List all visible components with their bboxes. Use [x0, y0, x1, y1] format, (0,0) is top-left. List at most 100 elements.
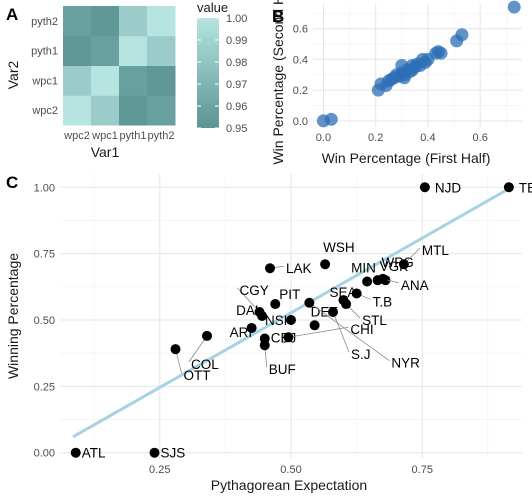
heatmap-y-ticks: wpc2 wpc1 pyth1 pyth2 — [31, 16, 58, 117]
legend-break-label: 0.98 — [226, 57, 247, 69]
team-label-cgy: CGY — [240, 283, 269, 298]
legend-break-label: 0.95 — [226, 123, 247, 135]
heatmap-y-tick-label: pyth1 — [31, 46, 58, 58]
team-label-sj: S.J — [351, 347, 371, 362]
panel-b-y-axis-label: Win Percentage (Second Half) — [270, 0, 286, 165]
data-point-nsh — [286, 314, 296, 325]
heatmap-cells — [63, 6, 176, 126]
y-tick-label: 0.25 — [34, 381, 55, 393]
panel-b-x-axis-label: Win Percentage (First Half) — [322, 150, 491, 166]
scatter-point — [371, 83, 385, 97]
panel-label-a: A — [6, 5, 18, 24]
team-label-ari: ARI — [230, 325, 253, 340]
scatter-point — [324, 112, 338, 126]
team-label-vgk: VGK — [380, 259, 409, 274]
heatmap-cell — [147, 65, 176, 96]
panel-c-plot: 0.25 0.50 0.75 0.00 0.25 0.50 0.75 1.00 ATL SJS NJ… — [34, 174, 532, 476]
scatter-point — [507, 0, 521, 14]
label-leader-line — [188, 335, 208, 363]
label-leader-line — [288, 326, 349, 338]
y-tick-label: 0.75 — [34, 249, 55, 261]
team-label-pit: PIT — [279, 287, 300, 302]
y-tick-label: 0.50 — [34, 315, 55, 327]
data-point-min — [362, 276, 373, 287]
x-tick-label: 0.2 — [368, 132, 383, 144]
y-tick-label: 0.0 — [293, 116, 308, 128]
x-tick-label: 0.50 — [280, 464, 301, 476]
heatmap-legend-colorbar — [197, 18, 219, 128]
data-point-tb — [351, 288, 362, 299]
data-point-wsh — [320, 259, 331, 270]
legend-break-label: 0.96 — [226, 101, 247, 113]
data-point-njd — [419, 182, 430, 193]
legend-break-label: 1.00 — [226, 13, 247, 25]
y-tick-label: 0.4 — [293, 54, 308, 66]
heatmap-x-tick-label: pyth1 — [120, 130, 147, 142]
team-label-mtl: MTL — [422, 243, 449, 258]
team-label-nyr: NYR — [391, 356, 420, 371]
team-label-buf: BUF — [269, 362, 296, 377]
scatter-point — [405, 63, 419, 77]
data-point-chi — [283, 332, 294, 343]
data-point-lak — [265, 263, 275, 274]
heatmap-cell — [147, 6, 176, 37]
label-leader-line — [332, 311, 350, 353]
team-label-njd: NJD — [435, 180, 461, 195]
scatter-point — [431, 45, 445, 59]
regression-line — [72, 185, 513, 439]
y-tick-label: 0.00 — [34, 448, 55, 460]
heatmap-cell — [63, 6, 92, 37]
x-tick-label: 0.75 — [412, 464, 433, 476]
team-label-nsh: NSH — [265, 313, 294, 328]
heatmap-cell — [119, 65, 148, 96]
team-label-stl: STL — [362, 313, 387, 328]
data-point-stl — [341, 299, 352, 310]
heatmap-cell — [63, 35, 92, 66]
heatmap-x-axis-label: Var1 — [91, 144, 120, 160]
scatter-point — [395, 59, 409, 72]
data-point-sj — [328, 307, 338, 318]
x-tick-label: 0.25 — [149, 464, 170, 476]
label-leader-line — [309, 302, 390, 362]
heatmap-x-tick-label: wpc1 — [91, 130, 118, 142]
heatmap-cell — [119, 95, 148, 126]
data-point-col — [202, 330, 212, 341]
x-tick-label: 0.6 — [473, 132, 488, 144]
heatmap-cell — [91, 95, 120, 126]
x-tick-label: 0.4 — [420, 132, 435, 144]
label-leader-line — [237, 287, 260, 313]
y-tick-label: 1.00 — [34, 182, 55, 194]
y-tick-label: 0.6 — [293, 24, 308, 36]
legend-break-label: 0.99 — [226, 35, 247, 47]
heatmap-cell — [147, 35, 176, 66]
team-label-atl: ATL — [82, 446, 106, 461]
team-label-sea: SEA — [330, 285, 357, 300]
x-tick-label: 0.0 — [316, 132, 331, 144]
team-label-col: COL — [191, 357, 219, 372]
data-point-ari — [246, 322, 257, 333]
data-point-sjs — [149, 447, 160, 458]
team-label-tb: T.B — [373, 294, 393, 309]
heatmap-cell — [63, 95, 92, 126]
panel-c-x-axis-label: Pythagorean Expectation — [211, 477, 367, 493]
scatter-point — [450, 34, 464, 48]
panel-label-b: B — [272, 7, 284, 26]
data-point-mtl — [398, 259, 409, 270]
heatmap-x-ticks: wpc2 wpc1 pyth1 pyth2 — [63, 130, 174, 142]
heatmap-cell — [147, 95, 176, 126]
heatmap-legend: value 1.00 0.99 0.98 0.97 0.96 0.95 — [197, 0, 247, 135]
legend-break-label: 0.97 — [226, 79, 247, 91]
heatmap-y-tick-label: wpc1 — [31, 75, 58, 87]
data-point-ana — [377, 273, 388, 284]
heatmap-cell — [63, 65, 92, 96]
team-label-ana: ANA — [401, 278, 429, 293]
team-label-tbl: TBL — [519, 180, 532, 195]
panel-c-y-axis-label: Winning Percentage — [5, 253, 21, 379]
heatmap-x-tick-label: pyth2 — [148, 130, 175, 142]
data-point-det — [309, 320, 320, 331]
heatmap-y-tick-label: pyth2 — [31, 16, 58, 28]
heatmap-y-tick-label: wpc2 — [31, 105, 58, 117]
team-label-chi: CHI — [350, 322, 373, 337]
team-label-min: MIN — [351, 260, 376, 275]
